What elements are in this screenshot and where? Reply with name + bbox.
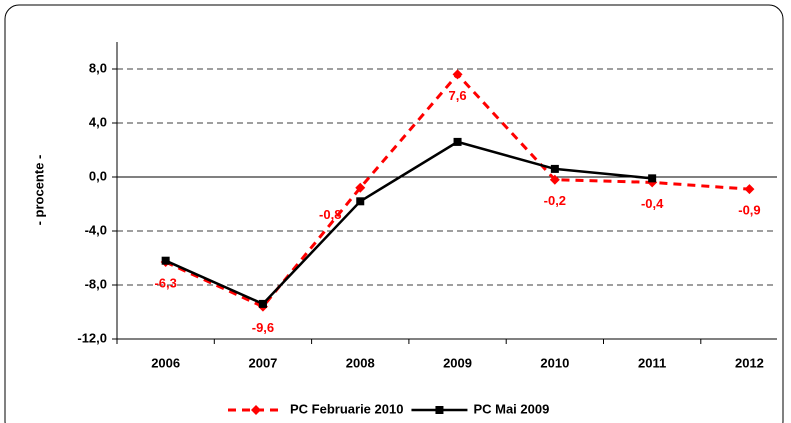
x-tick-label: 2011 (638, 355, 666, 370)
point (648, 174, 657, 183)
x-tick-label: 2008 (346, 355, 375, 370)
point (161, 256, 170, 265)
x-tick-label: 2012 (735, 355, 764, 370)
point (452, 69, 463, 80)
y-tick-label: 8,0 (89, 60, 107, 75)
y-axis-label: - procente - (31, 155, 46, 226)
point (355, 182, 366, 193)
x-tick-label: 2010 (540, 355, 569, 370)
y-tick-label: -4,0 (85, 222, 107, 237)
legend-marker (251, 405, 261, 415)
data-label: 7,6 (449, 88, 467, 103)
legend-marker (435, 406, 444, 414)
data-label: -6,3 (154, 275, 176, 290)
point (356, 197, 365, 206)
legend: PC Februarie 2010 PC Mai 2009 (228, 401, 549, 416)
data-label: -9,6 (252, 320, 274, 335)
point (549, 174, 560, 185)
y-tick-label: 0,0 (89, 168, 107, 183)
legend-label: PC Februarie 2010 (290, 401, 403, 416)
point (744, 184, 755, 195)
y-tick-label: 4,0 (89, 114, 107, 129)
point (453, 137, 462, 146)
x-tick-label: 2006 (151, 355, 180, 370)
y-tick-label: -12,0 (77, 330, 107, 345)
y-tick-label: -8,0 (85, 276, 107, 291)
point (550, 164, 559, 173)
data-label: -0,8 (319, 207, 341, 222)
data-label: -0,2 (544, 193, 566, 208)
chart-frame (4, 4, 784, 423)
legend-label: PC Mai 2009 (473, 401, 549, 416)
data-label: -0,4 (641, 196, 664, 211)
x-tick-label: 2007 (248, 355, 277, 370)
data-label: -0,9 (738, 203, 760, 218)
point (258, 299, 267, 308)
x-tick-label: 2009 (443, 355, 472, 370)
series-line (165, 140, 653, 306)
